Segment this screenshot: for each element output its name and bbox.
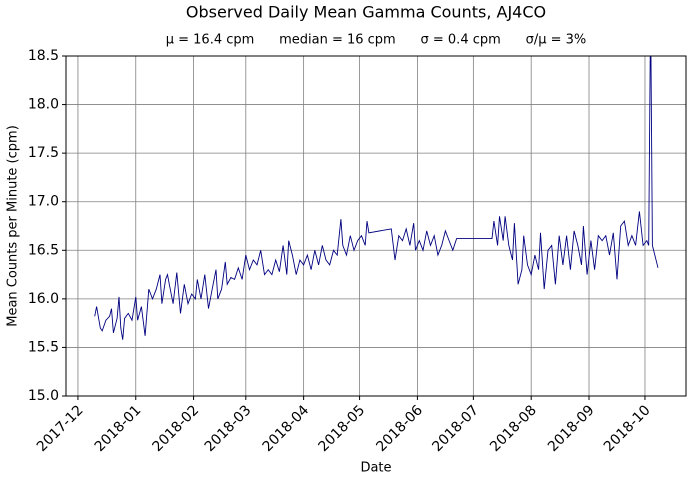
data-line	[94, 56, 659, 340]
y-tick-label: 18.0	[28, 97, 59, 113]
plot-area	[94, 56, 659, 340]
y-axis-label: Mean Counts per Minute (cpm)	[6, 125, 21, 327]
y-tick-label: 16.5	[28, 242, 59, 258]
y-tick-label: 17.5	[28, 145, 59, 161]
y-tick-label: 16.0	[28, 291, 59, 307]
plot-frame	[65, 55, 687, 397]
chart-title: Observed Daily Mean Gamma Counts, AJ4CO	[186, 3, 546, 22]
y-tick-label: 18.5	[28, 48, 59, 64]
x-axis-label: Date	[360, 461, 391, 476]
y-tick-label: 15.5	[28, 339, 59, 355]
chart-subtitle: μ = 16.4 cpm median = 16 cpm σ = 0.4 cpm…	[166, 33, 587, 48]
y-tick-label: 15.0	[28, 388, 59, 404]
y-tick-label: 17.0	[28, 194, 59, 210]
